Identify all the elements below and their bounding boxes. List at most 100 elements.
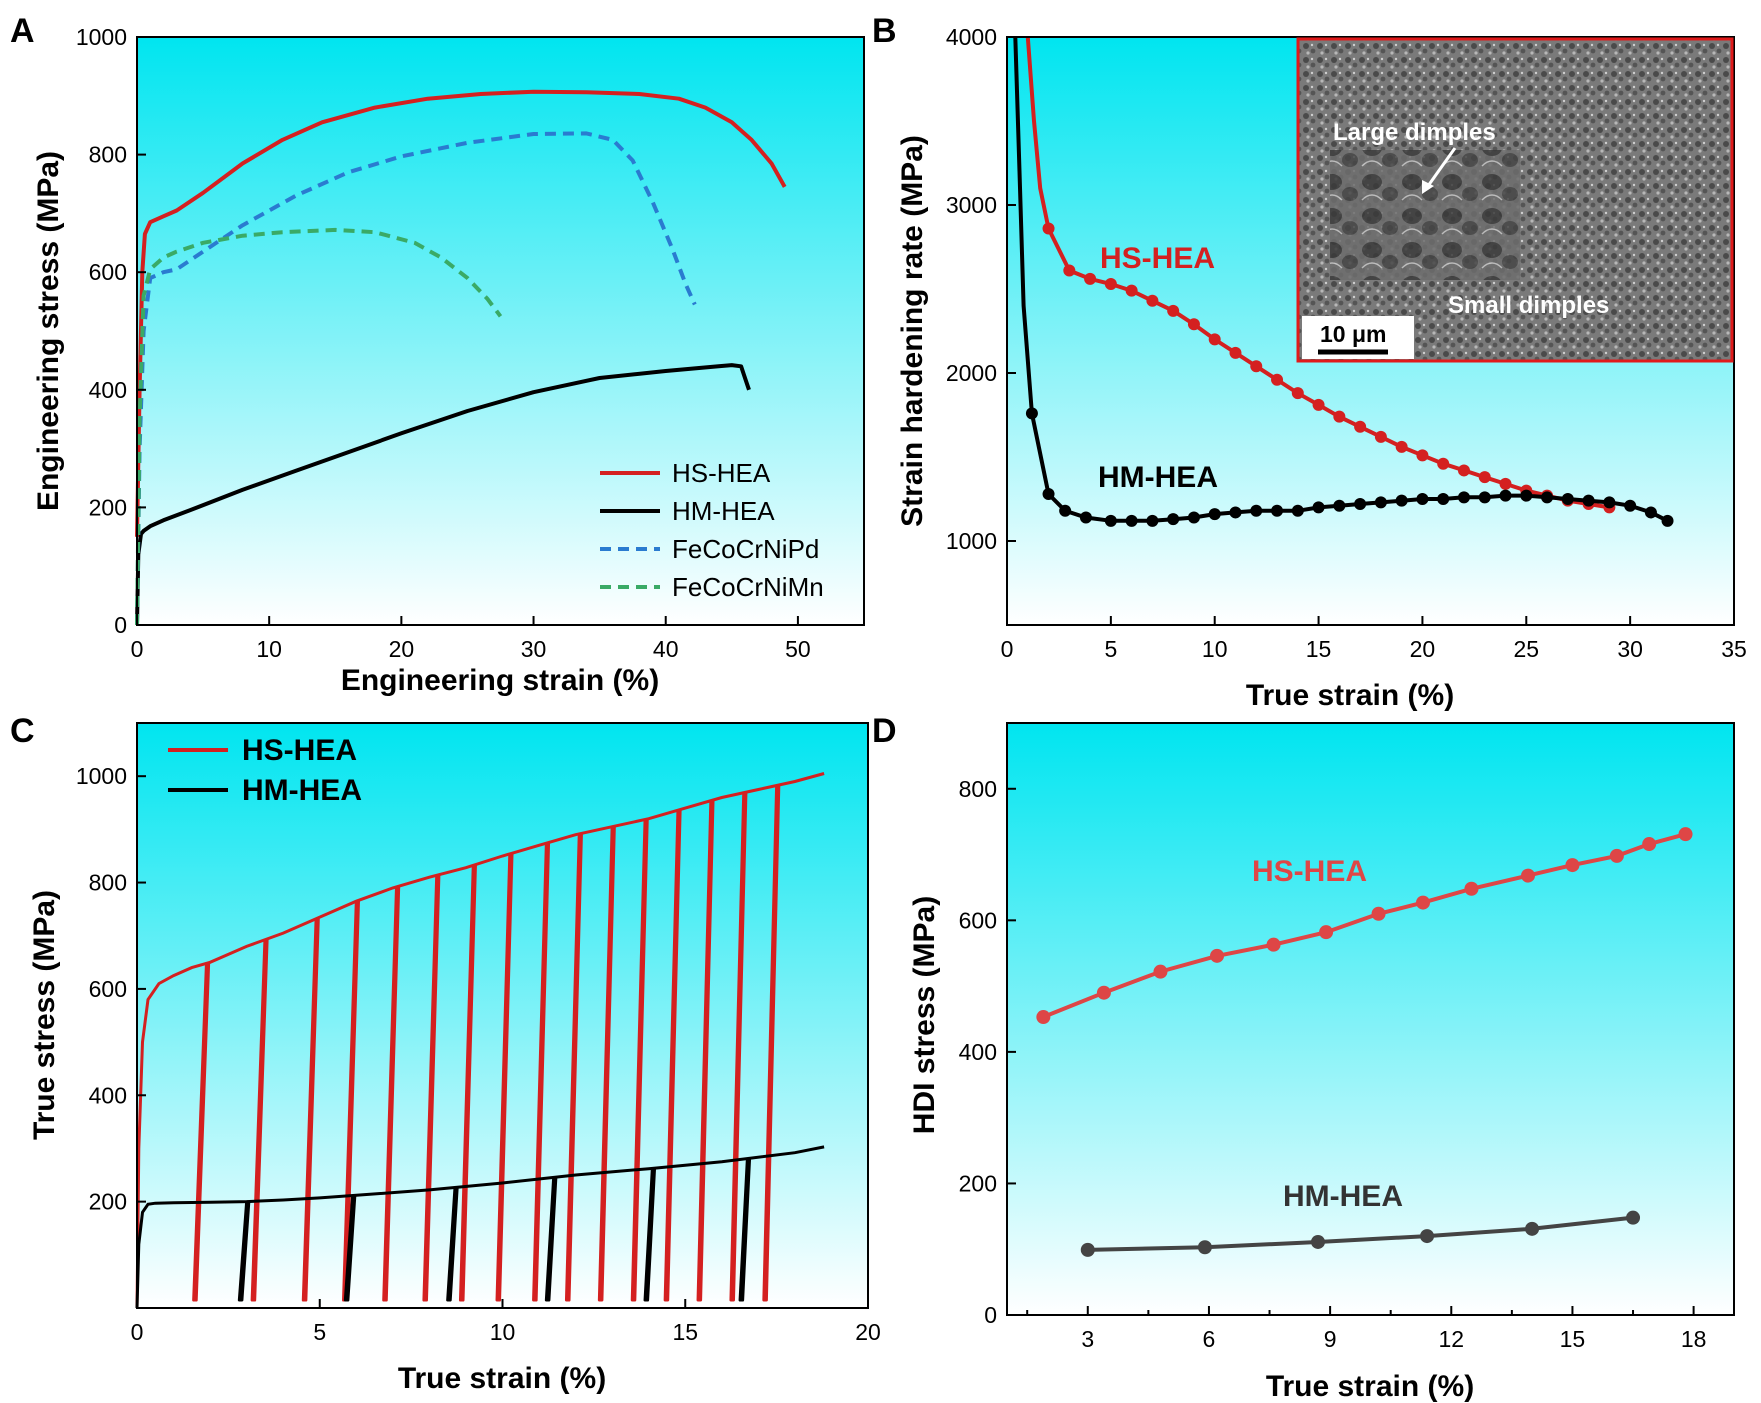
panel-a-ylabel: Engineering stress (MPa) <box>32 151 65 511</box>
data-point-hm-hea <box>1125 514 1138 527</box>
unload-loop-hs-hea <box>250 939 269 1302</box>
panel-d-label-hs: HS-HEA <box>1252 855 1367 888</box>
y-tick-label-a: 200 <box>89 494 127 520</box>
y-tick-label-d: 0 <box>984 1302 997 1328</box>
panel-d-ylabel: HDI stress (MPa) <box>908 896 941 1134</box>
panel-d-xlabel: True strain (%) <box>1266 1370 1474 1403</box>
data-point-hs-hea <box>1036 1010 1051 1025</box>
data-point-hm-hea <box>1626 1210 1641 1225</box>
data-point-hm-hea <box>1603 496 1616 509</box>
y-tick-label-d: 200 <box>959 1170 997 1196</box>
legend-hs-label: HS-HEA <box>672 458 771 488</box>
series-envelope-hm-hea <box>135 1145 825 1309</box>
x-tick-label-d: 6 <box>1203 1326 1216 1352</box>
unload-loop-hs-hea <box>192 963 211 1302</box>
data-point-hm-hea <box>1499 489 1512 502</box>
data-point-hs-hea <box>1374 430 1387 443</box>
large-dimples-region <box>1330 150 1520 280</box>
data-point-hm-hea <box>1079 511 1092 524</box>
unload-loop-hm-hea <box>738 1158 752 1302</box>
unload-loop-hm-hea <box>343 1195 357 1302</box>
data-point-hs-hea <box>1416 895 1431 910</box>
unload-loop-hs-hea <box>762 785 781 1302</box>
panel-d-chart: 3 6 9 12 15 18 0 200 400 600 800 True strain (%) H… <box>908 722 1735 1403</box>
y-tick-label-c: 1000 <box>76 763 127 789</box>
data-point-hm-hea <box>1395 494 1408 507</box>
data-point-hs-hea <box>1678 827 1693 842</box>
x-tick-label-c: 20 <box>855 1319 881 1345</box>
data-point-hm-hea <box>1310 1234 1325 1249</box>
data-point-hm-hea <box>1080 1242 1095 1257</box>
data-point-hs-hea <box>1153 964 1168 979</box>
data-point-hs-hea <box>1437 457 1450 470</box>
data-point-hm-hea <box>1333 499 1346 512</box>
data-point-hs-hea <box>1063 264 1076 277</box>
unload-loop-hs-hea <box>301 918 320 1302</box>
data-point-hs-hea <box>1291 387 1304 400</box>
panel-b-chart: 0 5 10 15 20 25 30 35 1000 2000 3000 4000 True stra… <box>896 24 1747 712</box>
data-point-hs-hea <box>1208 333 1221 346</box>
data-point-hm-hea <box>1250 504 1263 517</box>
panel-letter-a: A <box>10 12 35 50</box>
unload-loop-hs-hea <box>630 819 649 1302</box>
data-point-hs-hea <box>1642 837 1657 852</box>
x-tick-label-c: 15 <box>672 1319 698 1345</box>
series-line-hm-hea <box>1087 1215 1634 1252</box>
data-point-hs-hea <box>1319 925 1334 940</box>
data-point-hm-hea <box>1025 407 1038 420</box>
data-point-hm-hea <box>1437 493 1450 505</box>
x-tick-label-d: 3 <box>1081 1326 1094 1352</box>
data-point-hs-hea <box>1229 346 1242 359</box>
y-tick-label-b: 3000 <box>946 192 997 218</box>
legend-c-hs-label: HS-HEA <box>242 734 357 767</box>
data-point-hm-hea <box>1478 491 1491 504</box>
data-point-hs-hea <box>1333 410 1346 423</box>
y-tick-label-a: 600 <box>89 259 127 285</box>
x-tick-label-b: 35 <box>1721 636 1747 662</box>
data-point-hm-hea <box>1042 487 1055 500</box>
inset-arrow <box>1426 147 1457 187</box>
panel-letter-b: B <box>872 12 897 50</box>
x-tick-label-d: 15 <box>1560 1326 1586 1352</box>
inset-arrowhead <box>1422 180 1434 194</box>
data-point-hm-hea <box>1644 506 1657 519</box>
x-tick-label-b: 20 <box>1410 636 1436 662</box>
data-point-hm-hea <box>1420 1229 1435 1244</box>
data-point-hs-hea <box>1187 318 1200 331</box>
panel-d-plot-area <box>1007 723 1734 1315</box>
data-point-hs-hea <box>1266 937 1281 952</box>
y-tick-label-b: 4000 <box>946 24 997 50</box>
unload-loop-hm-hea <box>237 1201 251 1302</box>
data-point-hs-hea <box>1371 906 1386 921</box>
data-point-hm-hea <box>1416 493 1429 505</box>
y-tick-label-b: 1000 <box>946 528 997 554</box>
x-tick-label-b: 25 <box>1513 636 1539 662</box>
unload-loop-hs-hea <box>458 865 477 1302</box>
data-point-hs-hea <box>1354 420 1367 433</box>
y-tick-label-a: 1000 <box>76 24 127 50</box>
data-point-hm-hea <box>1291 504 1304 517</box>
x-tick-label-b: 15 <box>1306 636 1332 662</box>
data-point-hs-hea <box>1478 471 1491 484</box>
data-point-hs-hea <box>1167 304 1180 317</box>
inset-scale-label: 10 μm <box>1320 321 1387 347</box>
inset-label-small: Small dimples <box>1448 292 1609 319</box>
y-tick-label-a: 0 <box>114 612 127 638</box>
data-point-hs-hea <box>1521 868 1536 883</box>
data-point-hm-hea <box>1167 513 1180 526</box>
unload-loop-hs-hea <box>696 800 715 1302</box>
data-point-hs-hea <box>1565 858 1580 873</box>
x-tick-label-d: 18 <box>1681 1326 1707 1352</box>
x-tick-label-a: 20 <box>389 636 415 662</box>
panel-c-ylabel: True stress (MPa) <box>28 890 61 1140</box>
panel-letter-c: C <box>10 712 35 750</box>
data-point-hs-hea <box>1042 222 1055 235</box>
y-tick-label-d: 800 <box>959 776 997 802</box>
data-point-hs-hea <box>1499 477 1512 490</box>
unload-loop-hs-hea <box>663 810 682 1302</box>
panel-b-xlabel: True strain (%) <box>1246 679 1454 712</box>
unload-loop-hm-hea <box>446 1187 459 1302</box>
data-point-hm-hea <box>1146 514 1159 527</box>
x-tick-label-b: 5 <box>1104 636 1117 662</box>
data-point-hs-hea <box>1609 848 1624 863</box>
